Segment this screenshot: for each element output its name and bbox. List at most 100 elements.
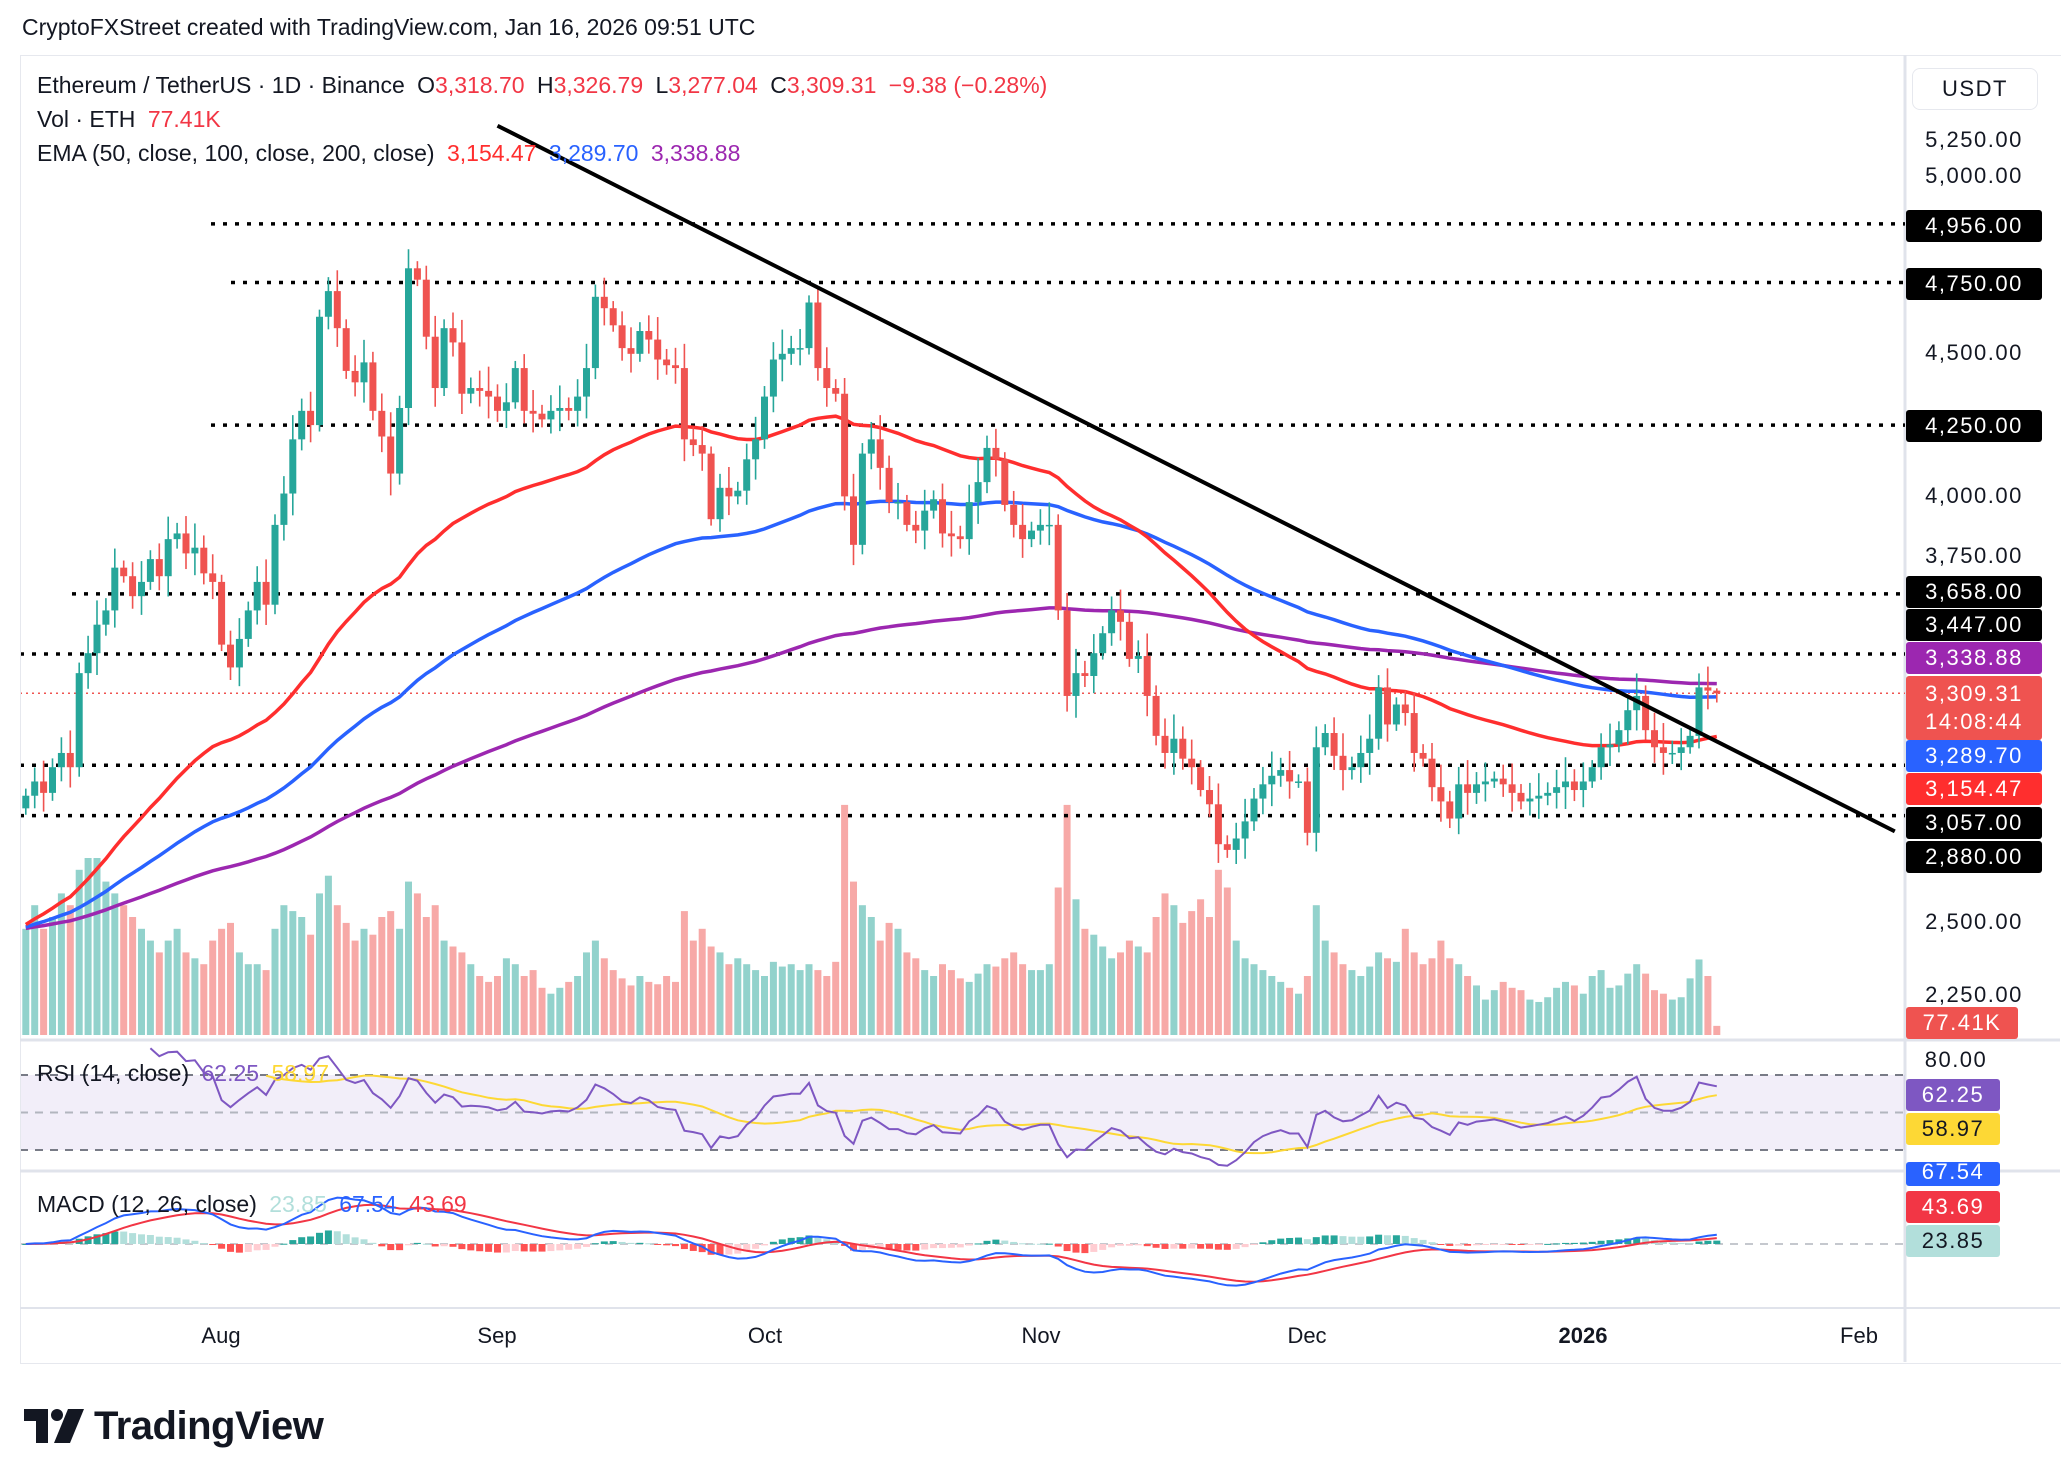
change-value: −9.38 (−0.28%) [888,72,1048,98]
macd-histogram-bar [227,1244,234,1252]
volume-bar [1241,958,1249,1035]
candle-body [663,359,671,366]
volume-bar [120,905,128,1035]
candle [1303,767,1311,846]
candle [1392,697,1400,731]
candle-body [850,496,857,545]
macd-histogram-bar [689,1244,697,1251]
level-label: 4,250.00 [1906,410,2042,442]
candle [689,427,697,457]
volume-bar [316,893,323,1035]
candle-body [591,296,599,369]
volume-bar [1295,993,1302,1035]
candle [1517,784,1525,810]
volume-bar [1695,959,1703,1035]
chart-panel[interactable] [20,55,2061,1364]
volume-bar [458,952,466,1035]
volume-bar [672,981,679,1035]
macd-histogram-bar [1010,1241,1018,1244]
volume-bar [1125,940,1133,1035]
candle-body [66,752,74,768]
volume-bar [1214,869,1222,1035]
volume-bar [805,964,813,1035]
descending-trendline[interactable] [496,123,1896,834]
candle-body [609,308,617,326]
volume-bar [1419,964,1427,1035]
macd-histogram-bar [600,1241,608,1244]
macd-histogram-bar [956,1244,964,1248]
volume-bar [298,917,306,1035]
candle [850,473,857,566]
volume-bar [1303,976,1311,1035]
candle [494,384,501,422]
candle [405,249,412,426]
candle [680,343,688,462]
volume-bar [1375,952,1383,1035]
tradingview-logo[interactable]: TradingView [24,1404,324,1449]
volume-bar [351,940,359,1035]
candle-body [1686,735,1694,748]
volume-bar [663,976,671,1035]
candle [1499,764,1507,797]
candle-body [1045,524,1053,527]
volume-bar [449,946,457,1035]
candle-body [796,348,804,350]
rsi-ma-line [265,1074,1717,1155]
macd-title[interactable]: MACD (12, 26, close) [37,1191,257,1217]
macd-histogram-bar [360,1239,368,1244]
candle-body [992,447,1000,460]
candle-body [627,348,635,354]
candle [396,395,404,485]
trendline-group[interactable] [496,123,1896,834]
rsi-line [149,1047,1717,1167]
macd-histogram-bar [1250,1244,1258,1245]
candle-body [502,402,510,411]
volume-bar [1232,940,1240,1035]
ema-title[interactable]: EMA (50, close, 100, close, 200, close) [37,140,435,166]
ema100-line [25,499,1717,929]
macd-histogram-bar [1339,1236,1347,1244]
candle [903,494,911,532]
candle-body [529,410,537,414]
currency-selector[interactable]: USDT [1912,68,2038,110]
candle [146,550,154,590]
candle-body [574,396,582,411]
candle [360,339,368,403]
macd-histogram-bar [1134,1244,1142,1246]
candle-body [431,336,439,389]
rsi-value: 62.25 [201,1060,260,1086]
volume-bar [841,804,849,1035]
volume-bar [1428,958,1436,1035]
candle-body [707,453,715,520]
volume-bar [600,958,608,1035]
volume-bar [289,911,297,1035]
symbol-title[interactable]: Ethereum / TetherUS · 1D · Binance [37,72,405,98]
candle-body [1197,767,1205,791]
ema200-axis-label: 3,338.88 [1906,642,2042,674]
candle [262,559,270,625]
chart-attribution: CryptoFXStreet created with TradingView.… [22,14,756,40]
volume-bar [1250,964,1258,1035]
candle-body [1090,653,1098,676]
macd-histogram-bar [102,1233,110,1244]
volume-bar [1063,804,1071,1035]
volume-bar [832,961,840,1035]
candle-body [1499,778,1507,785]
candle-body [129,576,137,597]
macd-histogram-bar [200,1243,208,1245]
rsi-title[interactable]: RSI (14, close) [37,1060,190,1086]
volume-title[interactable]: Vol · ETH [37,106,136,132]
candle [440,319,448,396]
candle [1321,724,1329,756]
candle-body [1481,781,1489,785]
candle [574,379,582,427]
candle [316,309,323,432]
candle [102,598,110,636]
candle-body [164,539,172,577]
macd-histogram-bar [111,1231,119,1244]
candle [1125,612,1133,667]
candle [885,455,893,514]
candle-body [1508,784,1516,793]
volume-bar [1268,976,1276,1035]
